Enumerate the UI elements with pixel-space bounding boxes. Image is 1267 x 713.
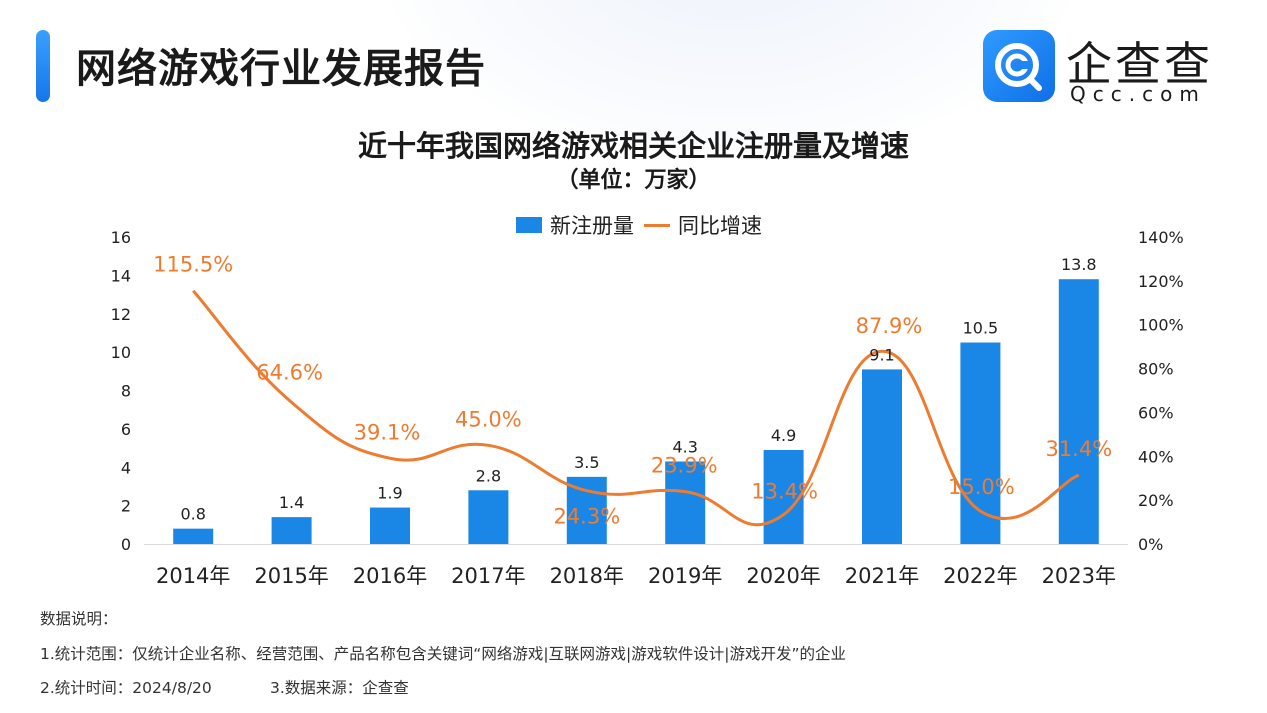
report-title: 网络游戏行业发展报告 (76, 46, 486, 92)
bar (862, 369, 902, 544)
line-value-label: 39.1% (354, 420, 421, 444)
y-left-tick-label: 16 (111, 228, 131, 247)
x-tick-label: 2020年 (746, 564, 820, 588)
line-value-label: 64.6% (256, 360, 323, 384)
x-tick-label: 2019年 (648, 564, 722, 588)
notes-line-2: 2.统计时间：2024/8/20 (40, 679, 212, 697)
line-value-label: 15.0% (948, 475, 1015, 499)
bar (1058, 279, 1099, 544)
y-right-tick-label: 0% (1138, 535, 1163, 554)
line-value-label: 24.3% (553, 505, 620, 529)
bar (173, 528, 214, 544)
combo-chart: 0 2 4 6 8 10 12 14 16 0% 20% 40% 60% 80% 100% 120% 140% 2… (111, 228, 1184, 588)
bar (468, 490, 509, 544)
logo-name: 企查查 (1066, 37, 1213, 91)
logo-domain: Qcc.com (1070, 82, 1206, 106)
chart-title: 近十年我国网络游戏相关企业注册量及增速 (357, 129, 909, 163)
chart-legend: 新注册量 同比增速 (516, 210, 762, 240)
y-left-tick-label: 6 (121, 420, 131, 439)
bar-value-label: 3.5 (574, 453, 599, 472)
bar-value-label: 0.8 (180, 505, 205, 524)
x-tick-label: 2021年 (845, 564, 919, 588)
y-right-tick-label: 120% (1138, 272, 1184, 291)
line-value-label: 87.9% (856, 314, 923, 338)
y-left-tick-label: 14 (111, 266, 131, 285)
x-tick-label: 2017年 (451, 564, 525, 588)
bar-value-label: 2.8 (476, 466, 501, 485)
notes-line-3: 3.数据来源：企查查 (270, 679, 409, 697)
bar (271, 517, 312, 544)
notes-line-1: 1.统计范围：仅统计企业名称、经营范围、产品名称包含关键词“网络游戏|互联网游戏… (40, 645, 847, 663)
y-left-tick-label: 12 (111, 305, 131, 324)
line-value-label: 13.4% (751, 480, 818, 504)
y-right-tick-label: 60% (1138, 403, 1174, 422)
line-value-label: 31.4% (1045, 437, 1112, 461)
notes-heading: 数据说明： (40, 610, 118, 628)
bar-value-label: 9.1 (869, 345, 894, 364)
y-right-tick-label: 40% (1138, 447, 1174, 466)
bar (763, 449, 804, 544)
y-left-tick-label: 10 (111, 343, 131, 362)
x-tick-label: 2016年 (353, 564, 427, 588)
line-value-label: 45.0% (455, 407, 522, 431)
x-tick-label: 2015年 (254, 564, 328, 588)
bar (960, 342, 1001, 544)
line-value-label: 115.5% (153, 253, 233, 277)
bar-value-label: 1.4 (279, 493, 304, 512)
y-right-tick-label: 100% (1138, 316, 1184, 335)
series-line-growth-rate (192, 289, 1080, 527)
y-left-tick-label: 2 (121, 497, 131, 516)
legend-label-line: 同比增速 (678, 214, 762, 238)
x-tick-label: 2022年 (943, 564, 1017, 588)
y-left-tick-label: 0 (121, 535, 131, 554)
y-right-tick-label: 140% (1138, 228, 1184, 247)
bar (665, 461, 706, 544)
bar-value-label: 1.9 (377, 484, 402, 503)
y-left-tick-label: 8 (121, 382, 131, 401)
legend-line-swatch (644, 223, 670, 227)
title-accent-bar (36, 30, 50, 102)
bar (370, 507, 410, 544)
legend-label-bar: 新注册量 (550, 214, 634, 238)
line-value-label: 23.9% (651, 454, 718, 478)
y-right-tick-label: 20% (1138, 491, 1174, 510)
x-tick-label: 2018年 (550, 564, 624, 588)
legend-bar-swatch (516, 217, 542, 233)
y-right-tick-label: 80% (1138, 360, 1174, 379)
bar-value-label: 10.5 (963, 319, 999, 338)
x-tick-label: 2023年 (1042, 564, 1116, 588)
qcc-logo-icon (983, 30, 1055, 102)
y-left-tick-label: 4 (121, 458, 131, 477)
bar-value-label: 4.9 (771, 426, 796, 445)
x-tick-label: 2014年 (156, 564, 230, 588)
bar-value-label: 4.3 (672, 437, 697, 456)
bar-value-label: 13.8 (1061, 255, 1097, 274)
chart-subtitle: （单位：万家） (556, 168, 711, 193)
